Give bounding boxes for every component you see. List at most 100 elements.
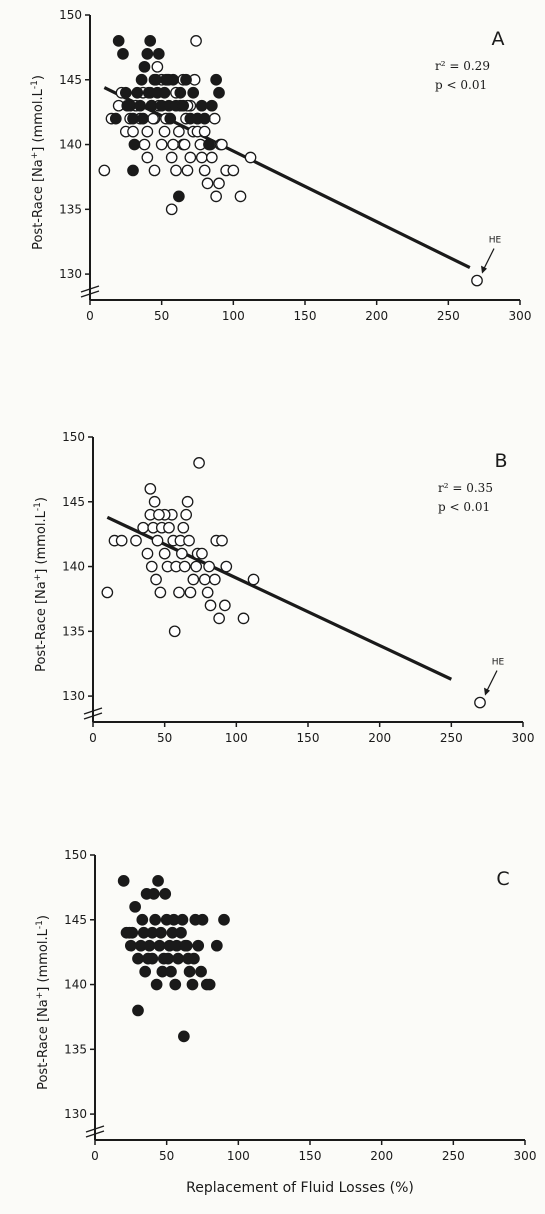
filled-data-point <box>139 965 152 978</box>
x-axis-label: Replacement of Fluid Losses (%) <box>186 1180 414 1196</box>
filled-data-point <box>145 99 158 112</box>
open-data-point <box>234 190 247 203</box>
filled-data-point <box>174 86 187 99</box>
y-axis-label-mid: ] (mmol.L <box>36 928 51 991</box>
y-tick-label: 135 <box>62 624 85 638</box>
x-tick-label: 50 <box>154 309 169 323</box>
open-data-point <box>148 164 161 177</box>
open-data-point <box>244 151 257 164</box>
x-tick-label: 250 <box>440 731 463 745</box>
open-data-point <box>158 125 171 138</box>
y-tick-label: 130 <box>62 689 85 703</box>
open-data-point <box>173 586 185 599</box>
x-tick-label: 0 <box>91 1149 99 1163</box>
open-data-point <box>220 560 233 573</box>
filled-data-point <box>127 112 139 125</box>
filled-data-point <box>134 99 147 112</box>
panel-a: 0 50 100 150 200 250 300 130 135 140 145 150 Post-Ra… <box>30 8 531 323</box>
filled-data-point <box>210 73 222 86</box>
filled-data-point <box>132 1004 144 1017</box>
annotation-arrowhead <box>481 265 487 274</box>
annotation-arrow <box>485 670 498 693</box>
filled-data-point <box>166 926 179 939</box>
open-data-point <box>181 495 194 508</box>
filled-data-point <box>141 48 154 60</box>
open-data-point <box>181 164 194 177</box>
filled-data-point <box>195 99 208 112</box>
open-data-point <box>177 521 190 534</box>
open-data-point <box>203 560 215 573</box>
y-tick-label: 130 <box>64 1107 87 1121</box>
y-axis-label-suffix: ) <box>34 497 49 502</box>
axis-break-mark <box>80 285 100 293</box>
open-data-point <box>198 164 211 177</box>
open-data-point <box>178 138 191 151</box>
filled-data-point <box>127 164 139 177</box>
x-tick-label: 200 <box>368 731 391 745</box>
open-data-point <box>137 521 150 534</box>
annotation-arrowhead <box>484 687 490 696</box>
y-axis-label-sup: + <box>30 152 40 160</box>
open-data-point <box>145 560 158 573</box>
x-tick-label: 250 <box>437 309 460 323</box>
open-data-point <box>196 547 208 560</box>
filled-data-point <box>158 86 171 99</box>
annotation-arrow <box>482 248 495 271</box>
filled-data-point <box>117 875 130 887</box>
filled-data-point <box>131 86 144 99</box>
filled-data-point <box>152 875 164 887</box>
open-data-point <box>219 599 231 612</box>
x-tick-label: 250 <box>442 1149 465 1163</box>
open-data-point <box>190 35 202 47</box>
filled-data-point <box>143 939 156 952</box>
filled-data-point <box>187 86 200 99</box>
filled-data-point <box>188 952 200 965</box>
filled-data-point <box>213 86 225 99</box>
open-data-point <box>187 573 200 586</box>
open-data-point <box>148 495 161 508</box>
filled-data-point <box>198 112 211 125</box>
open-data-point <box>144 482 157 495</box>
filled-data-point <box>177 99 190 112</box>
x-tick-label: 200 <box>370 1149 393 1163</box>
filled-data-point <box>155 926 167 939</box>
open-data-point <box>150 573 162 586</box>
filled-data-point <box>161 73 174 86</box>
open-data-point <box>190 560 203 573</box>
filled-data-point <box>136 913 149 926</box>
filled-data-point <box>169 978 182 991</box>
y-axis-label-sup: + <box>35 992 45 1000</box>
filled-data-point <box>192 939 205 952</box>
filled-data-point <box>152 48 165 60</box>
open-data-point <box>98 164 111 177</box>
filled-data-point <box>203 978 216 991</box>
y-axis-label-sup: -1 <box>33 502 43 511</box>
y-tick-label: 135 <box>59 202 82 216</box>
panel-c: 0 50 100 150 200 250 300 130 135 140 145 150 Post-Ra… <box>35 848 536 1196</box>
filled-data-point <box>173 190 185 203</box>
open-data-point <box>237 612 250 625</box>
y-axis-label-prefix: Post-Race [Na <box>36 999 51 1090</box>
filled-data-point <box>186 978 199 991</box>
filled-data-point <box>150 978 163 991</box>
open-data-point <box>205 151 218 164</box>
filled-data-point <box>172 952 184 965</box>
y-tick-label: 140 <box>62 560 85 574</box>
open-data-point <box>147 112 159 125</box>
open-data-point <box>474 696 486 709</box>
filled-data-point <box>164 112 177 125</box>
open-data-point <box>167 138 179 151</box>
x-tick-label: 300 <box>509 309 532 323</box>
open-data-point <box>101 586 114 599</box>
y-axis-label-suffix: ) <box>36 915 51 920</box>
filled-data-point <box>123 926 136 939</box>
y-axis-label-sup: + <box>33 574 43 582</box>
x-tick-label: 100 <box>222 309 245 323</box>
open-data-point <box>141 151 154 164</box>
filled-data-point <box>178 1030 190 1043</box>
y-tick-label: 150 <box>64 848 87 862</box>
filled-data-point <box>129 900 141 913</box>
y-axis-label-prefix: Post-Race [Na <box>34 581 49 672</box>
open-data-point <box>151 60 164 73</box>
